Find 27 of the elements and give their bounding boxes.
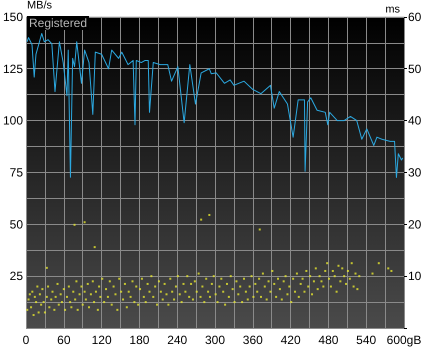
line-series (26, 32, 404, 178)
x-tick-label: 0 (22, 333, 30, 347)
y-tick-label: 125 (2, 62, 24, 76)
y-tick-label: 25 (10, 269, 24, 284)
y-tick-label: 50 (10, 217, 24, 232)
y2-axis-title: ms (385, 3, 400, 16)
annotation: Registered (29, 16, 88, 30)
y2-tick-label: 10 (408, 269, 422, 284)
x-tick-label: 600gB (386, 333, 422, 347)
x-tick-label: 60 (57, 333, 71, 347)
x-tick-label: 180 (129, 333, 150, 347)
x-tick-label: 360 (242, 333, 264, 347)
y-tick-label: 150 (2, 10, 24, 24)
y2-tick-label: 60 (408, 10, 422, 24)
x-tick-label: 540 (356, 333, 377, 347)
x-tick-label: 300 (204, 333, 226, 347)
x-tick-label: 420 (280, 333, 301, 347)
y2-tick-label: 20 (408, 217, 422, 232)
x-tick-label: 480 (318, 333, 339, 347)
x-tick-label: 240 (167, 333, 188, 347)
y2-tick-label: 30 (408, 165, 422, 180)
y-tick-label: 100 (2, 114, 24, 128)
x-tick-label: 120 (92, 333, 112, 347)
y2-tick-label: 50 (408, 62, 422, 76)
y-axis-title: MB/s (26, 0, 53, 12)
y2-tick-label: 40 (408, 114, 422, 128)
y-tick-label: 75 (10, 165, 24, 180)
